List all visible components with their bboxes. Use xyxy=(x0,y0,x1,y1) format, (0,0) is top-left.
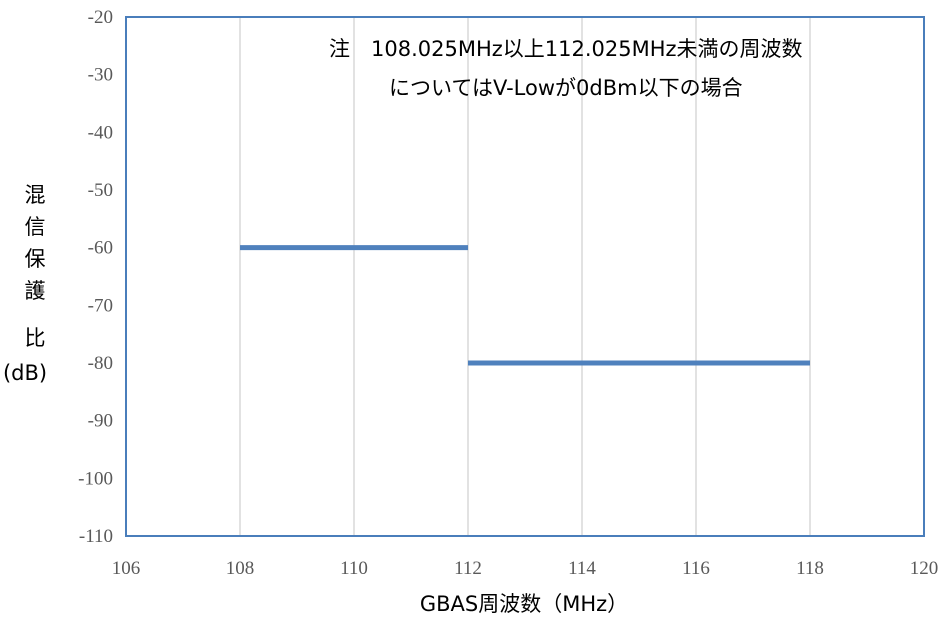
y-tick-label: -90 xyxy=(88,411,113,432)
y-tick-label: -60 xyxy=(88,238,113,259)
y-tick-label: -100 xyxy=(78,468,113,489)
x-tick-label: 120 xyxy=(910,558,939,579)
x-axis-label: GBAS周波数（MHz） xyxy=(420,592,628,616)
annotation-line-1: 注 108.025MHz以上112.025MHz未満の周波数 xyxy=(329,37,803,61)
x-tick-labels: 106 108 110 112 114 116 118 120 xyxy=(112,558,939,579)
y-axis-label-char-4: 護 xyxy=(25,279,46,303)
x-tick-label: 118 xyxy=(796,558,824,579)
x-tick-label: 114 xyxy=(568,558,596,579)
y-tick-label: -20 xyxy=(88,7,113,28)
annotation-line-2: についてはV-Lowが0dBm以下の場合 xyxy=(389,76,743,100)
y-tick-label: -50 xyxy=(88,180,113,201)
y-axis-label-char-3: 保 xyxy=(25,247,46,271)
x-tick-label: 112 xyxy=(454,558,482,579)
y-axis-label-char-2: 信 xyxy=(25,215,46,239)
y-tick-label: -110 xyxy=(79,526,113,547)
x-tick-label: 110 xyxy=(340,558,368,579)
y-axis-label-unit: (dB) xyxy=(3,361,47,385)
y-axis-label-char-5: 比 xyxy=(25,326,46,350)
y-tick-label: -30 xyxy=(88,65,113,86)
y-tick-label: -70 xyxy=(88,295,113,316)
y-tick-label: -80 xyxy=(88,353,113,374)
x-tick-label: 106 xyxy=(112,558,141,579)
grid-layer xyxy=(239,17,811,536)
y-tick-labels: -20 -30 -40 -50 -60 -70 -80 -90 -100 -110 xyxy=(78,7,113,547)
plot-frame xyxy=(125,16,925,537)
y-axis-label-char-1: 混 xyxy=(25,183,46,207)
y-tick-label: -40 xyxy=(88,122,113,143)
x-tick-label: 116 xyxy=(682,558,710,579)
x-tick-label: 108 xyxy=(226,558,255,579)
series-layer xyxy=(240,245,810,366)
